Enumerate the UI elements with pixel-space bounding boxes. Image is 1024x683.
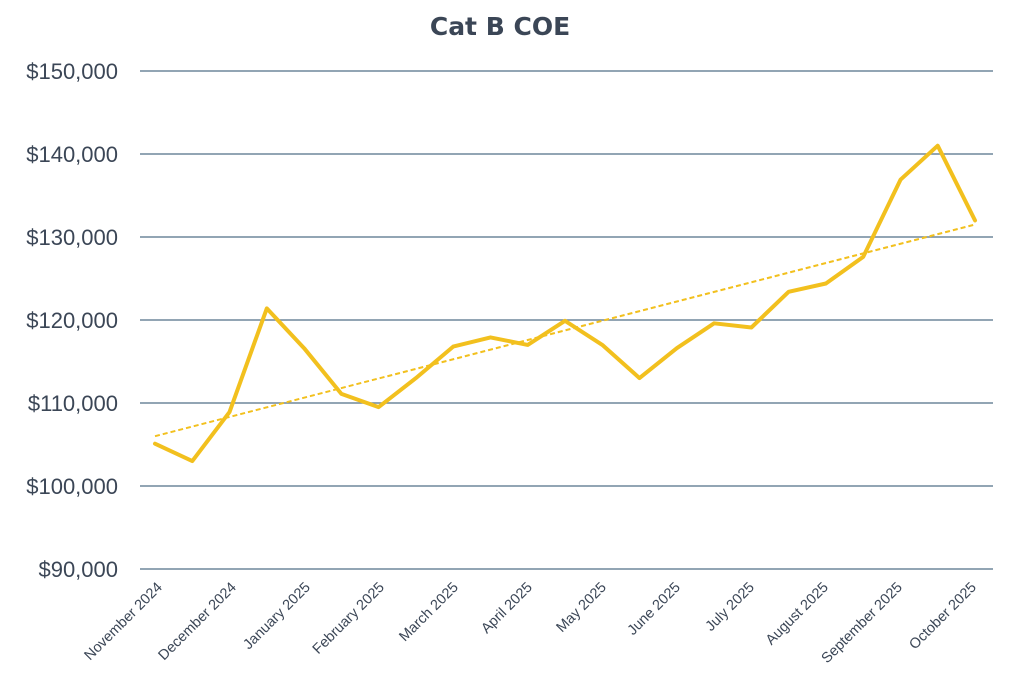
y-tick-label: $90,000	[38, 557, 118, 582]
x-tick-label: November 2024	[82, 580, 166, 664]
x-tick-label: January 2025	[240, 580, 313, 653]
x-tick-label: December 2024	[156, 580, 240, 664]
y-axis-tick-labels: $90,000 $100,000 $110,000 $120,000 $130,000 $…	[26, 59, 118, 582]
y-tick-label: $120,000	[26, 308, 118, 333]
y-tick-label: $150,000	[26, 59, 118, 84]
x-tick-label: October 2025	[906, 580, 979, 653]
chart-title: Cat B COE	[429, 12, 571, 41]
series	[153, 143, 977, 464]
trendline	[154, 223, 976, 438]
y-tick-label: $130,000	[26, 225, 118, 250]
x-tick-label: April 2025	[478, 580, 535, 637]
x-tick-label: September 2025	[819, 580, 906, 667]
y-tick-label: $110,000	[28, 391, 118, 416]
y-tick-label: $140,000	[26, 142, 118, 167]
y-tick-label: $100,000	[26, 474, 118, 499]
x-tick-label: July 2025	[703, 580, 758, 635]
series-line	[153, 143, 977, 464]
x-tick-label: August 2025	[763, 580, 832, 649]
x-tick-label: May 2025	[553, 580, 609, 636]
x-tick-label: March 2025	[396, 580, 461, 645]
x-tick-label: June 2025	[625, 580, 684, 639]
x-tick-label: February 2025	[310, 580, 388, 658]
trendline-line	[154, 223, 976, 438]
